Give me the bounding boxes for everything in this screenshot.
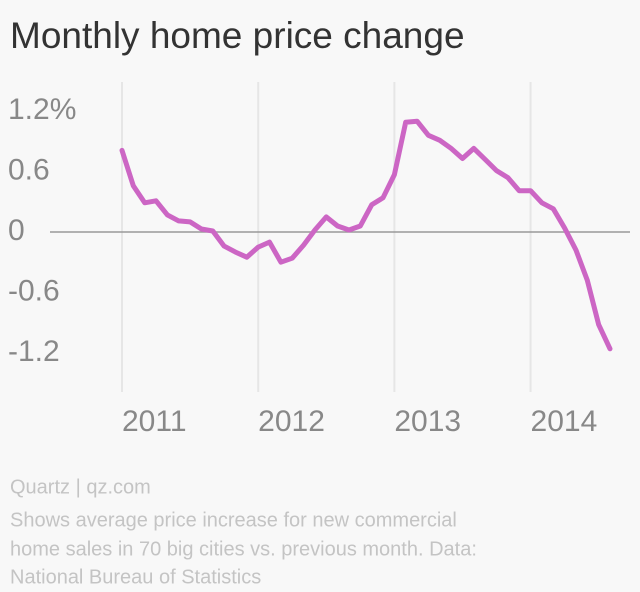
y-tick-label: -0.6	[8, 274, 60, 307]
y-tick-label: 0.6	[8, 153, 50, 186]
x-tick-label: 2011	[122, 405, 187, 438]
source: Quartz | qz.com	[10, 476, 151, 498]
x-tick-label: 2012	[258, 405, 325, 438]
chart-title: Monthly home price change	[10, 15, 465, 56]
plot-area: 2011 2012 2013 2014 1.2% 0.6 0 -0.6 -1.2	[8, 82, 630, 438]
line	[119, 118, 613, 352]
note-line: National Bureau of Statistics	[10, 566, 261, 588]
y-tick-label: 1.2%	[8, 93, 76, 126]
x-tick-label: 2013	[394, 405, 461, 438]
y-tick-label: 0	[8, 214, 25, 247]
x-tick-label: 2014	[531, 405, 598, 438]
y-tick-label: -1.2	[8, 335, 60, 368]
note-line: Shows average price increase for new com…	[10, 509, 457, 531]
note-line: home sales in 70 big cities vs. previous…	[10, 538, 477, 560]
